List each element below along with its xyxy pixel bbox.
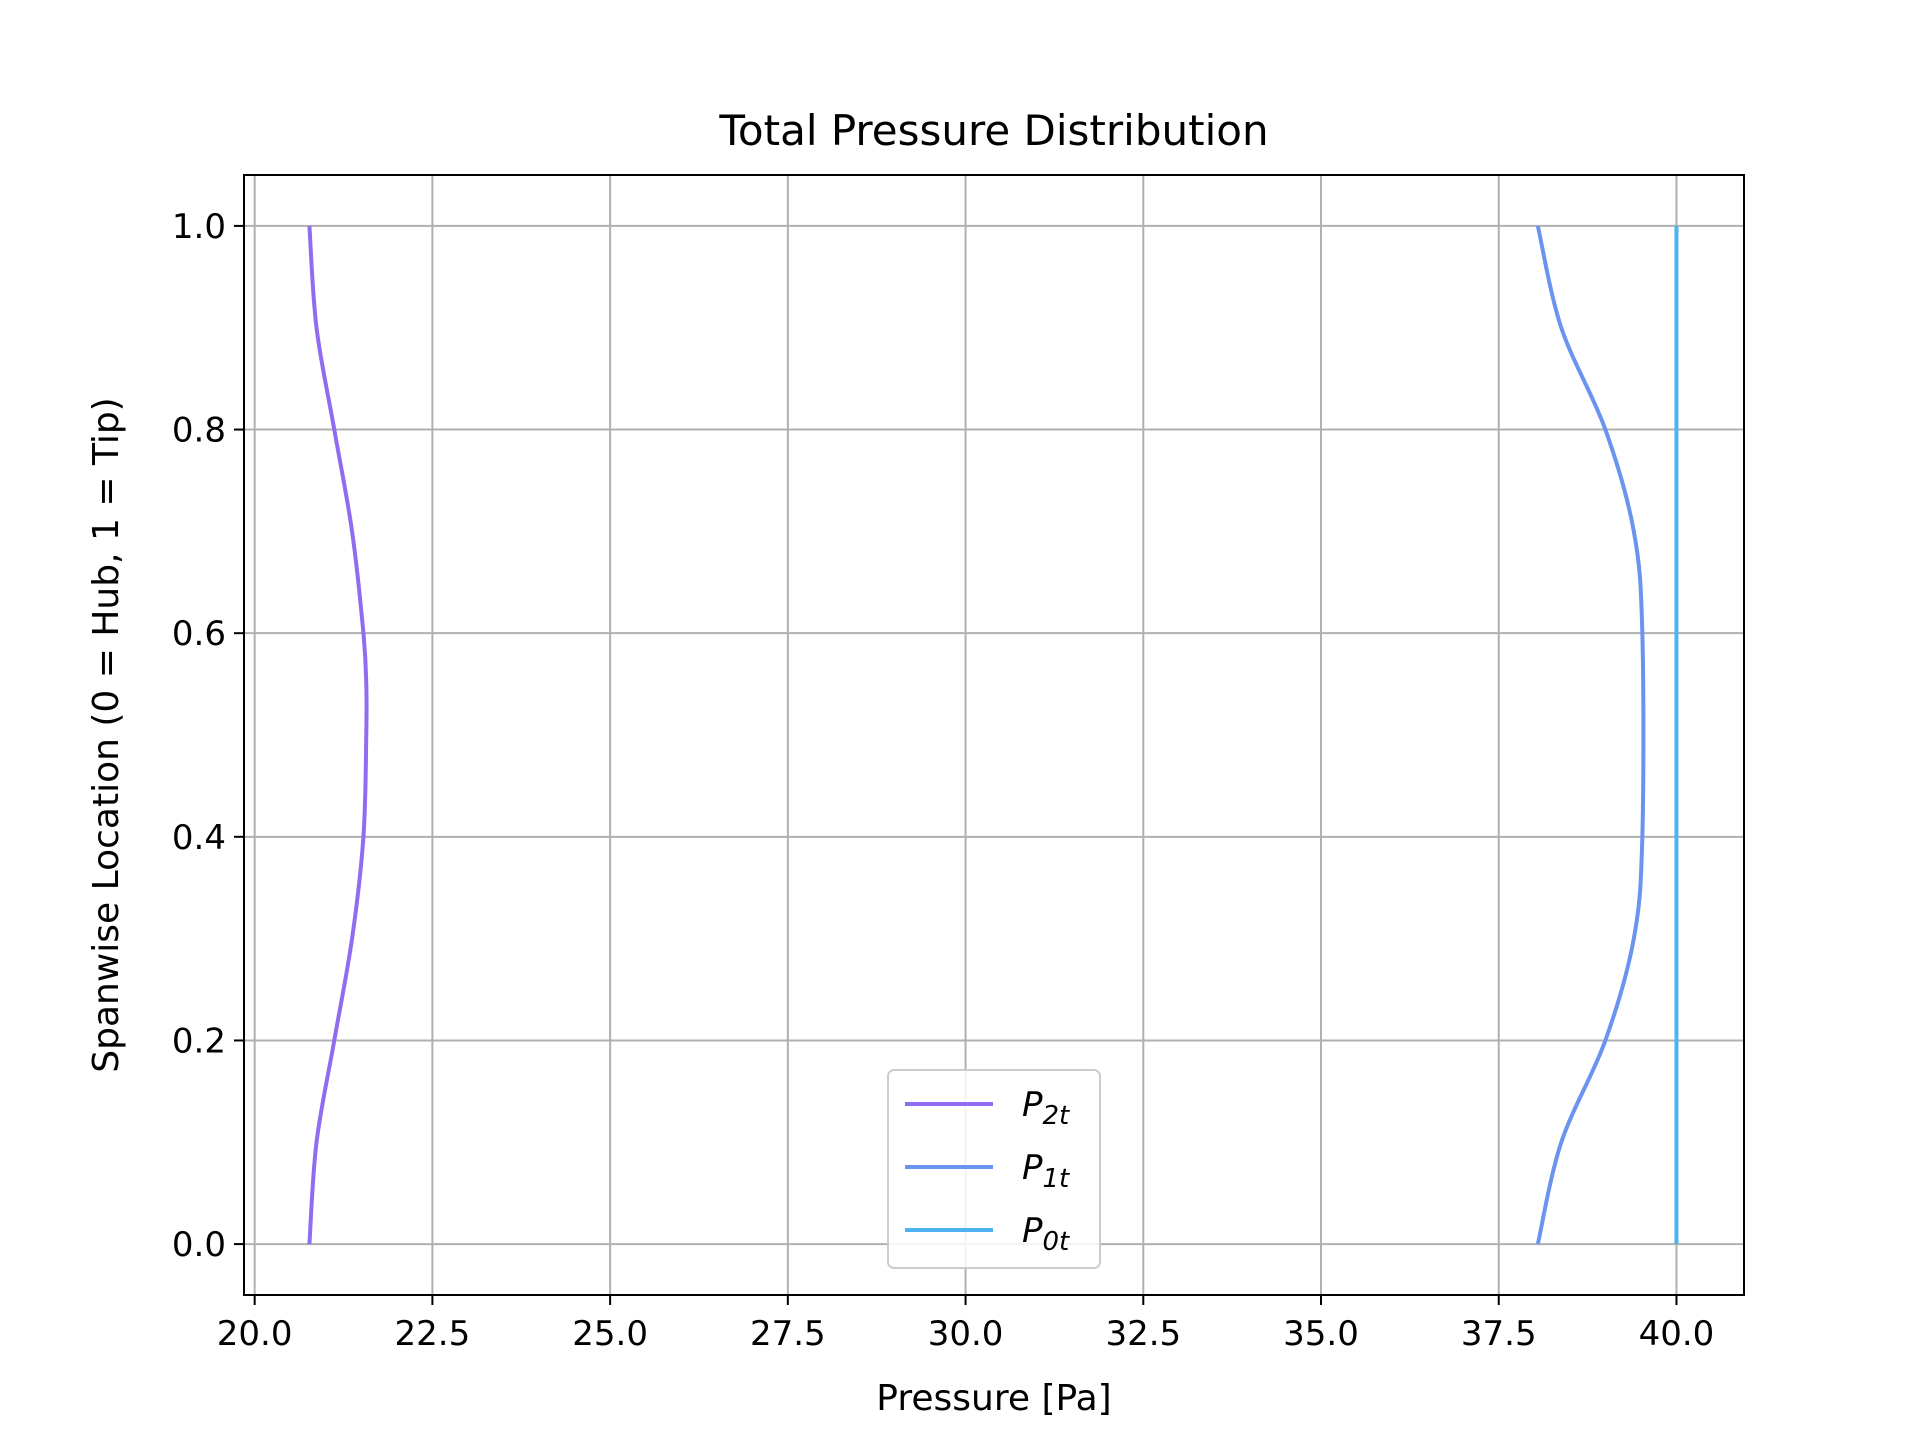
legend-label-p0t-sub: 0t bbox=[1043, 1227, 1071, 1257]
legend-entry-p2t: P2t bbox=[905, 1085, 1070, 1131]
x-tick-label: 22.5 bbox=[395, 1314, 471, 1354]
legend-entry-p0t: P0t bbox=[905, 1211, 1070, 1257]
legend-label-p0t: P0t bbox=[1022, 1211, 1070, 1257]
x-tick-label: 20.0 bbox=[217, 1314, 293, 1354]
legend-label-p2t-main: P bbox=[1022, 1085, 1043, 1125]
legend-label-p2t-sub: 2t bbox=[1043, 1101, 1071, 1131]
legend-entry-p1t: P1t bbox=[905, 1148, 1070, 1194]
x-axis-label: Pressure [Pa] bbox=[876, 1378, 1111, 1419]
chart-title: Total Pressure Distribution bbox=[718, 106, 1268, 155]
legend-label-p1t: P1t bbox=[1022, 1148, 1070, 1194]
x-tick-label: 32.5 bbox=[1105, 1314, 1181, 1354]
legend-box bbox=[887, 1069, 1101, 1269]
y-tick-label: 0.6 bbox=[172, 614, 226, 654]
x-tick-label: 30.0 bbox=[928, 1314, 1004, 1354]
x-axis-ticks: 20.0 22.5 25.0 27.5 30.0 32.5 35.0 37.5 40.0 bbox=[217, 1295, 1715, 1354]
legend-label-p2t: P2t bbox=[1022, 1085, 1070, 1131]
x-tick-label: 37.5 bbox=[1461, 1314, 1537, 1354]
x-tick-label: 27.5 bbox=[750, 1314, 826, 1354]
legend-label-p1t-sub: 1t bbox=[1043, 1164, 1071, 1194]
y-axis-label: Spanwise Location (0 = Hub, 1 = Tip) bbox=[86, 397, 127, 1072]
series-line-p1t bbox=[1535, 225, 1646, 1245]
y-tick-label: 0.8 bbox=[172, 411, 226, 451]
legend-label-p0t-main: P bbox=[1022, 1211, 1043, 1251]
x-tick-label: 35.0 bbox=[1283, 1314, 1359, 1354]
y-tick-label: 0.0 bbox=[172, 1225, 226, 1265]
legend: P2t P1t P0t bbox=[887, 1069, 1101, 1269]
y-axis-ticks: 0.0 0.2 0.4 0.6 0.8 1.0 bbox=[172, 207, 244, 1265]
series-layer bbox=[307, 225, 1679, 1245]
x-tick-label: 40.0 bbox=[1639, 1314, 1715, 1354]
x-tick-label: 25.0 bbox=[572, 1314, 648, 1354]
y-tick-label: 0.4 bbox=[172, 818, 226, 858]
y-tick-label: 1.0 bbox=[172, 207, 226, 247]
y-tick-label: 0.2 bbox=[172, 1021, 226, 1061]
series-line-p2t bbox=[307, 225, 369, 1245]
plot-frame bbox=[243, 174, 1745, 1296]
legend-label-p1t-main: P bbox=[1022, 1148, 1043, 1188]
